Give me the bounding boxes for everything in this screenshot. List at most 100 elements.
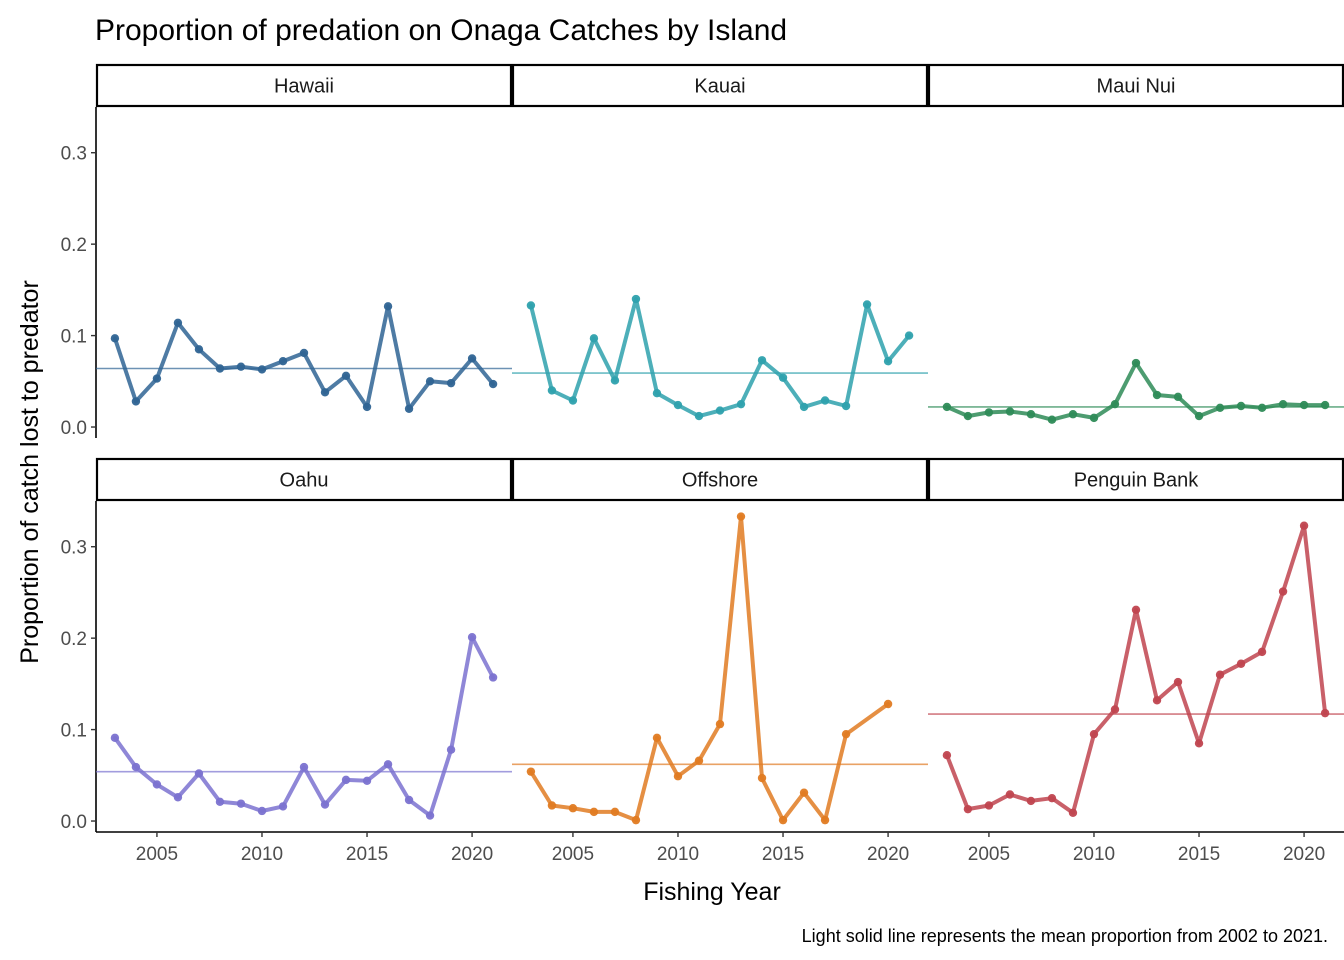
- data-point: [1026, 796, 1036, 806]
- data-point: [547, 386, 557, 395]
- x-tick-label: 2010: [241, 844, 283, 865]
- data-point: [362, 402, 372, 412]
- data-point: [673, 772, 683, 781]
- series-line: [528, 297, 912, 419]
- x-tick-label: 2015: [1178, 844, 1220, 865]
- data-point: [278, 802, 288, 811]
- data-point: [610, 807, 620, 817]
- data-point: [131, 762, 141, 772]
- data-point: [215, 797, 225, 807]
- data-point: [194, 769, 204, 778]
- panels-area: Hawaii 0.0 0.1 0.2 0.3 Kauai Maui Nui Oahu 0.0 0.…: [61, 63, 1344, 865]
- data-point: [736, 399, 746, 409]
- data-point: [1299, 400, 1309, 410]
- data-point: [778, 373, 788, 382]
- data-point: [963, 804, 973, 814]
- data-point: [257, 365, 267, 374]
- data-point: [942, 750, 952, 760]
- data-point: [694, 411, 704, 421]
- data-point: [1152, 390, 1162, 400]
- data-point: [757, 356, 767, 365]
- data-point: [883, 356, 893, 366]
- data-point: [610, 376, 620, 385]
- strip-box: [927, 457, 1344, 502]
- data-point: [173, 793, 183, 802]
- data-point: [1194, 739, 1204, 748]
- panel-maui-nui: Maui Nui: [927, 63, 1344, 424]
- y-tick-label: 0.0: [61, 418, 87, 439]
- data-point: [841, 401, 851, 411]
- data-point: [341, 775, 351, 785]
- data-point: [299, 762, 309, 772]
- data-point: [984, 801, 994, 810]
- strip-label: Maui Nui: [1097, 76, 1176, 98]
- data-point: [299, 348, 309, 358]
- strip-label: Offshore: [682, 470, 758, 492]
- x-tick-label: 2005: [552, 844, 594, 865]
- data-point: [152, 780, 162, 789]
- data-point: [942, 402, 952, 412]
- data-point: [589, 334, 599, 343]
- data-point: [547, 801, 557, 810]
- data-point: [631, 815, 641, 825]
- data-point: [1320, 708, 1330, 718]
- x-tick-label: 2015: [346, 844, 388, 865]
- data-point: [236, 362, 246, 371]
- y-tick-label: 0.3: [61, 538, 87, 559]
- data-point: [131, 397, 141, 406]
- series-line: [528, 514, 891, 823]
- x-tick-label: 2005: [136, 844, 178, 865]
- panel-offshore: Offshore 2005 2010 2015 2020: [511, 457, 929, 865]
- data-point: [526, 301, 536, 310]
- x-tick-label: 2020: [451, 844, 493, 865]
- data-point: [236, 799, 246, 808]
- data-point: [1131, 605, 1141, 615]
- data-point: [1257, 403, 1267, 413]
- x-axis-title: Fishing Year: [643, 878, 781, 906]
- data-point: [215, 364, 225, 373]
- chart-title: Proportion of predation on Onaga Catches…: [95, 14, 787, 47]
- data-point: [1026, 410, 1036, 419]
- data-point: [841, 729, 851, 739]
- data-point: [1089, 729, 1099, 739]
- data-point: [963, 411, 973, 421]
- strip-box: [511, 63, 929, 108]
- strip-label: Hawaii: [274, 76, 334, 98]
- data-point: [1215, 670, 1225, 679]
- data-point: [652, 733, 662, 743]
- data-point: [1257, 647, 1267, 657]
- data-point: [1110, 399, 1120, 409]
- data-point: [568, 804, 578, 813]
- data-point: [757, 773, 767, 783]
- strip-box: [927, 63, 1344, 108]
- x-tick-label: 2015: [762, 844, 804, 865]
- data-point: [110, 733, 120, 743]
- data-point: [1047, 415, 1057, 424]
- data-point: [1278, 399, 1288, 409]
- strip-box: [95, 457, 513, 502]
- data-point: [383, 302, 393, 311]
- data-point: [1068, 410, 1078, 419]
- y-axis-title: Proportion of catch lost to predator: [16, 280, 44, 664]
- data-point: [1173, 392, 1183, 402]
- x-tick-label: 2010: [1073, 844, 1115, 865]
- data-point: [1131, 358, 1141, 368]
- data-point: [1299, 521, 1309, 530]
- y-tick-label: 0.1: [61, 327, 87, 348]
- data-point: [383, 760, 393, 769]
- data-point: [1005, 407, 1015, 416]
- data-point: [446, 745, 456, 754]
- x-tick-label: 2005: [968, 844, 1010, 865]
- data-point: [631, 294, 641, 304]
- y-tick-label: 0.1: [61, 721, 87, 742]
- panel-kauai: Kauai: [511, 63, 929, 421]
- x-tick-label: 2020: [1283, 844, 1325, 865]
- data-point: [1110, 705, 1120, 714]
- data-point: [568, 396, 578, 405]
- strip-box: [95, 63, 513, 108]
- strip-box: [511, 457, 929, 502]
- data-point: [820, 815, 830, 825]
- data-point: [425, 377, 435, 386]
- data-point: [694, 756, 704, 765]
